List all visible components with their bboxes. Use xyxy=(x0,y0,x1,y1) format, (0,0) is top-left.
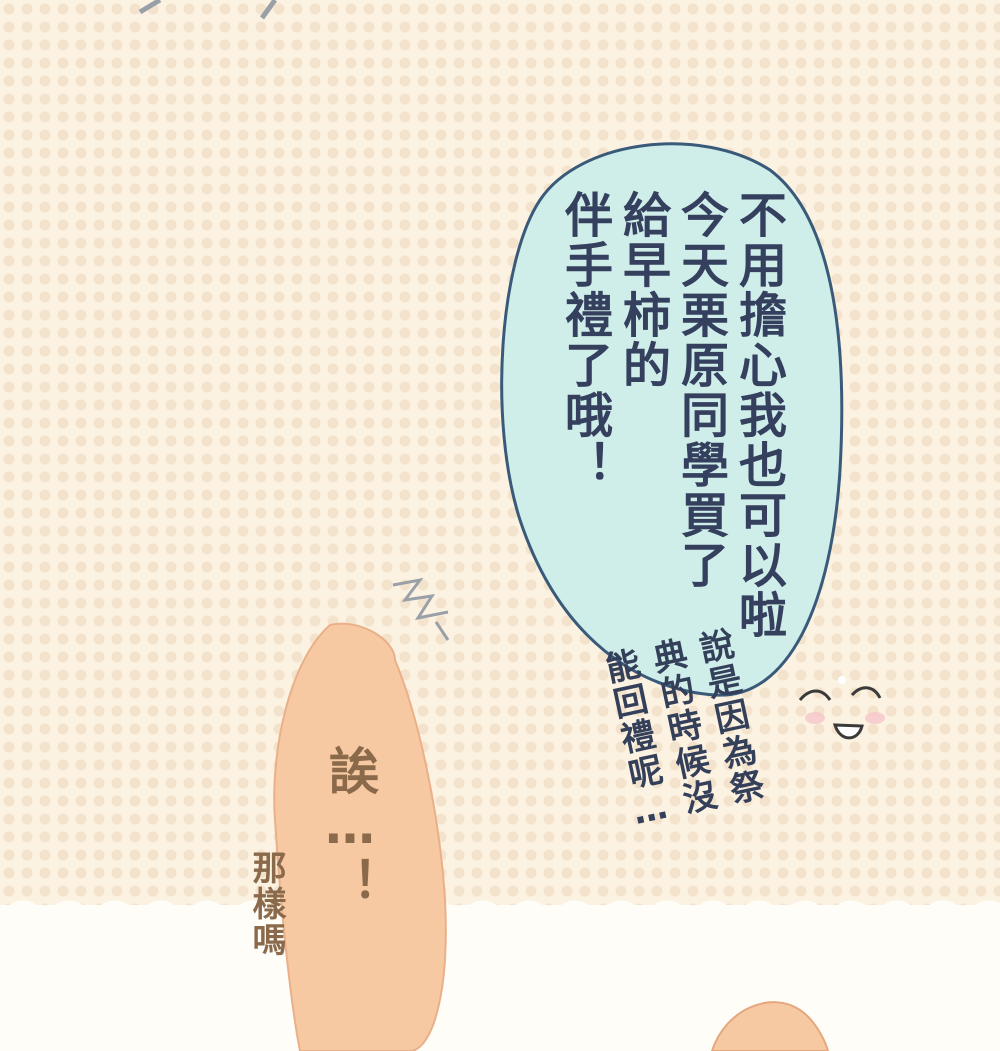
smiling-face xyxy=(798,676,885,740)
bubble-line-3: 給早柿的 xyxy=(614,190,670,390)
zigzag-mark xyxy=(392,577,449,621)
bubble-line-2: 今天栗原同學買了 xyxy=(672,190,728,590)
bottom-dome-shape xyxy=(710,1001,830,1051)
caption-text: 那樣嗎 xyxy=(246,850,286,958)
speech-bubble-shape xyxy=(500,142,844,697)
stroke-mark xyxy=(138,0,162,15)
bubble-line-1: 不用擔心我也可以啦 xyxy=(730,190,786,640)
lower-white-area xyxy=(0,905,1000,1051)
exclaim-text: 誒…！ xyxy=(321,745,379,909)
bubble-line-4: 伴手禮了哦！ xyxy=(556,190,612,490)
side-narration: 說是因為祭 典的時候沒 能回禮呢… xyxy=(533,613,843,931)
exclaim-bubble-shape xyxy=(273,622,447,1051)
stroke-mark xyxy=(259,0,278,20)
